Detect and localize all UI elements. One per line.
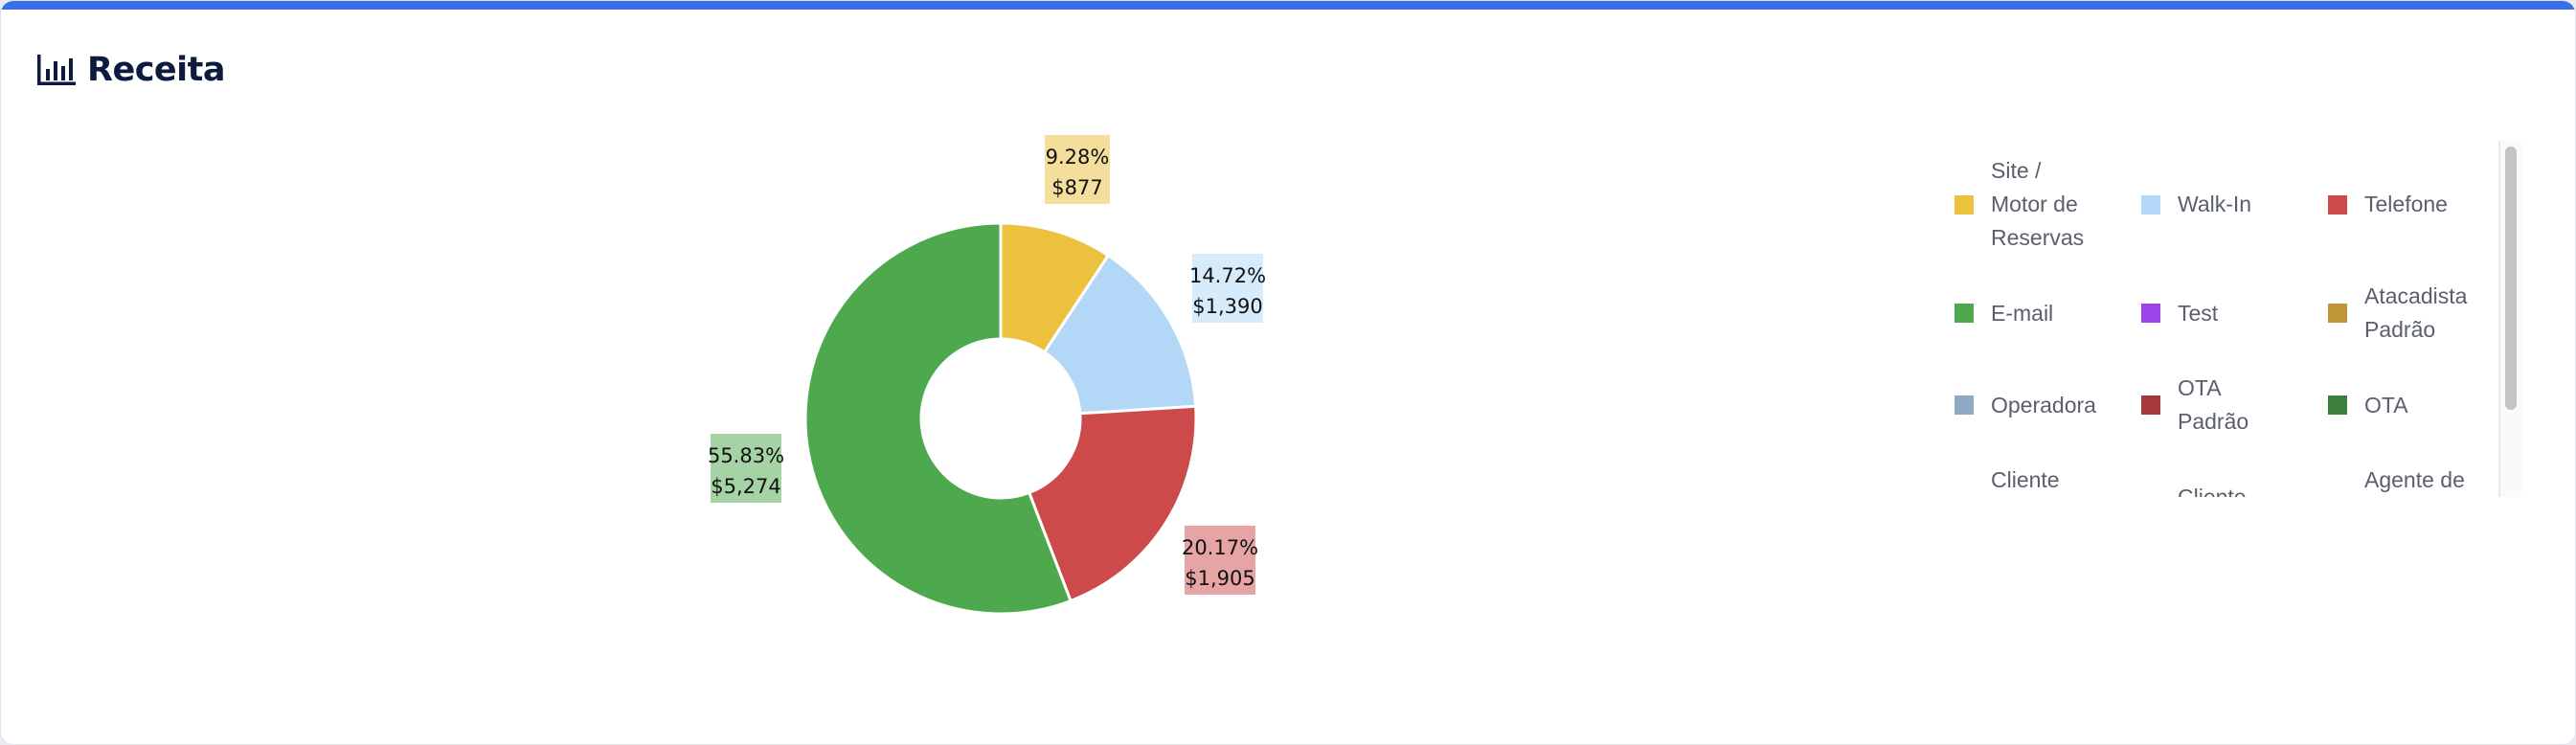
legend-item[interactable]: Cliente Corporativo Padrão xyxy=(1916,463,2103,497)
data-label: 20.17% $1,905 xyxy=(1182,526,1258,595)
legend-label: Cliente Corporativo xyxy=(2178,484,2247,498)
legend-label: Telefone xyxy=(2364,192,2448,216)
card-header: Receita xyxy=(37,47,226,93)
legend-label: Atacadista Padrão xyxy=(2364,283,2468,342)
card-title: Receita xyxy=(87,51,226,89)
chart-legend: Site / Motor de Reservas Walk-In Telefone E… xyxy=(1916,141,2500,497)
data-label-value: $877 xyxy=(1051,176,1102,199)
card-accent-bar xyxy=(1,1,2575,10)
legend-label: Test xyxy=(2178,300,2219,326)
donut-chart: 9.28% $877 14.72% $1,390 20.17% $1,905 55.83% $… xyxy=(708,135,1266,616)
data-label: 14.72% $1,390 xyxy=(1189,254,1266,323)
data-label-percent: 55.83% xyxy=(708,444,784,467)
legend-item[interactable]: Operadora xyxy=(1916,372,2103,439)
data-label-percent: 20.17% xyxy=(1182,536,1258,559)
legend-swatch xyxy=(1955,304,1974,323)
data-label-value: $1,390 xyxy=(1192,295,1262,318)
legend-item[interactable]: Walk-In xyxy=(2103,154,2290,255)
legend-item[interactable]: Telefone xyxy=(2290,154,2476,255)
legend-label: E-mail xyxy=(1991,300,2054,326)
legend-swatch xyxy=(2328,194,2347,214)
data-label-percent: 14.72% xyxy=(1189,264,1266,287)
legend-item[interactable]: Atacadista Padrão xyxy=(2290,280,2476,347)
legend-label: Site / Motor de Reservas xyxy=(1991,158,2085,250)
data-label: 9.28% $877 xyxy=(1045,135,1110,204)
legend-swatch xyxy=(2141,395,2160,415)
donut-slice[interactable] xyxy=(1027,404,1198,603)
legend-label: Walk-In xyxy=(2178,192,2252,216)
legend-item[interactable]: Cliente Corporativo xyxy=(2103,463,2290,498)
legend-item[interactable]: E-mail xyxy=(1916,280,2103,347)
data-label-background xyxy=(1192,254,1263,323)
data-label-background xyxy=(1185,526,1255,595)
legend-swatch xyxy=(2328,304,2347,323)
legend-scrollbar[interactable] xyxy=(2498,141,2521,497)
data-label-percent: 9.28% xyxy=(1046,146,1110,169)
donut-slice[interactable] xyxy=(1042,253,1198,416)
data-label-value: $5,274 xyxy=(711,475,780,498)
legend-label: Cliente Corporativo Padrão xyxy=(1991,467,2060,492)
data-label-value: $1,905 xyxy=(1185,567,1254,590)
donut-slice[interactable] xyxy=(803,221,1073,616)
legend-swatch xyxy=(1955,395,1974,415)
legend-swatch xyxy=(1955,194,1974,214)
legend-swatch xyxy=(2328,395,2347,415)
data-label-background xyxy=(1045,135,1110,204)
legend-label: OTA Padrão xyxy=(2178,375,2249,434)
legend-item[interactable]: OTA Padrão xyxy=(2103,372,2290,439)
legend-item[interactable]: Site / Motor de Reservas xyxy=(1916,154,2103,255)
data-label-background xyxy=(711,434,781,503)
data-label: 55.83% $5,274 xyxy=(708,434,784,503)
legend-scrollbar-thumb[interactable] xyxy=(2505,147,2517,410)
legend-item[interactable]: Agente de Viagens Padrão xyxy=(2290,463,2476,497)
legend-label: Operadora xyxy=(1991,392,2096,418)
legend-swatch xyxy=(2141,304,2160,323)
legend-item[interactable]: OTA xyxy=(2290,372,2476,439)
legend-item[interactable]: Test xyxy=(2103,280,2290,347)
legend-label: OTA xyxy=(2364,392,2408,418)
legend-swatch xyxy=(2141,194,2160,214)
bar-chart-icon xyxy=(37,55,76,85)
legend-label: Agente de Viagens Padrão xyxy=(2364,467,2465,492)
